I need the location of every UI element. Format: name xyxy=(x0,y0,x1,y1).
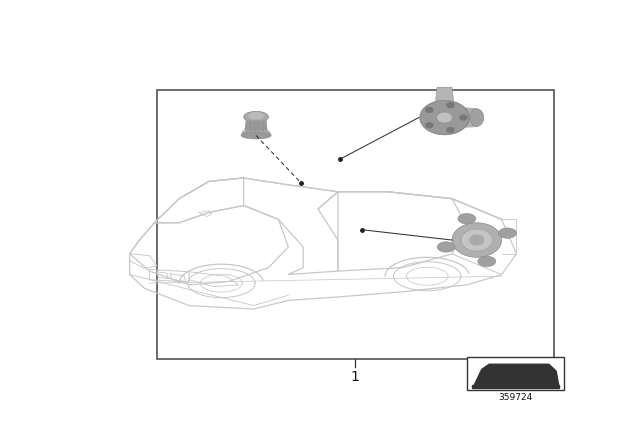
Polygon shape xyxy=(472,385,559,388)
Polygon shape xyxy=(445,107,477,128)
Polygon shape xyxy=(249,113,263,119)
Text: 1: 1 xyxy=(351,370,360,384)
Polygon shape xyxy=(460,115,467,120)
Polygon shape xyxy=(426,123,433,128)
Text: 359724: 359724 xyxy=(498,393,532,402)
Polygon shape xyxy=(447,128,454,133)
Polygon shape xyxy=(470,109,484,126)
Polygon shape xyxy=(461,229,493,251)
Polygon shape xyxy=(437,242,455,252)
Polygon shape xyxy=(499,228,516,238)
Polygon shape xyxy=(426,108,433,112)
Polygon shape xyxy=(474,364,559,385)
Polygon shape xyxy=(447,103,454,108)
Polygon shape xyxy=(241,131,271,135)
Polygon shape xyxy=(470,235,484,245)
Polygon shape xyxy=(452,223,502,257)
Polygon shape xyxy=(244,112,269,122)
Polygon shape xyxy=(420,100,469,135)
Bar xyxy=(467,358,564,390)
Polygon shape xyxy=(478,256,496,267)
Polygon shape xyxy=(245,121,267,131)
Polygon shape xyxy=(458,214,476,224)
Polygon shape xyxy=(241,132,271,139)
Polygon shape xyxy=(436,87,454,100)
Polygon shape xyxy=(436,112,452,123)
Bar xyxy=(157,90,554,359)
Polygon shape xyxy=(428,107,462,128)
